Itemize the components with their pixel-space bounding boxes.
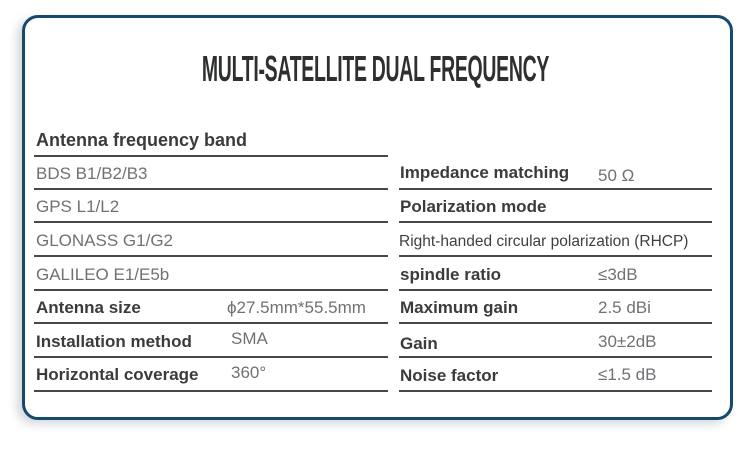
row-divider [399, 322, 712, 324]
row-band-glonass: GLONASS G1/G2 [36, 231, 173, 250]
label-impedance-matching: Impedance matching [400, 163, 570, 182]
label-maximum-gain: Maximum gain [400, 298, 519, 317]
row-divider [34, 188, 388, 190]
row-band-bds: BDS B1/B2/B3 [36, 164, 148, 183]
value-gain: 30±2dB [598, 332, 657, 351]
value-maximum-gain: 2.5 dBi [598, 298, 651, 317]
title-container: MULTI-SATELLITE DUAL FREQUENCY [0, 51, 750, 87]
value-noise-factor: ≤1.5 dB [598, 365, 657, 384]
row-divider [399, 255, 712, 257]
value-installation-method: SMA [231, 329, 268, 348]
row-divider [399, 356, 712, 358]
row-divider [399, 289, 712, 291]
row-divider [34, 390, 388, 392]
row-divider [399, 221, 712, 223]
value-horizontal-coverage: 360° [231, 363, 267, 382]
row-divider [34, 356, 388, 358]
label-horizontal-coverage: Horizontal coverage [36, 365, 199, 384]
value-impedance-matching: 50 Ω [598, 166, 635, 185]
value-antenna-size: ϕ27.5mm*55.5mm [227, 298, 366, 317]
row-divider [34, 155, 388, 157]
row-divider [34, 221, 388, 223]
row-band-galileo: GALILEO E1/E5b [36, 265, 170, 284]
row-divider [399, 390, 712, 392]
label-polarization-mode: Polarization mode [400, 197, 547, 216]
label-noise-factor: Noise factor [400, 366, 499, 385]
label-spindle-ratio: spindle ratio [400, 265, 502, 284]
value-spindle-ratio: ≤3dB [598, 265, 638, 284]
spec-card [22, 15, 733, 420]
row-divider [34, 255, 388, 257]
row-divider [34, 322, 388, 324]
row-band-gps: GPS L1/L2 [36, 197, 120, 216]
row-divider [399, 188, 712, 190]
label-gain: Gain [400, 334, 438, 353]
section-header-antenna-frequency-band: Antenna frequency band [36, 130, 248, 150]
label-installation-method: Installation method [36, 332, 192, 351]
row-divider [34, 289, 388, 291]
page-title: MULTI-SATELLITE DUAL FREQUENCY [201, 48, 549, 89]
value-polarization-mode: Right-handed circular polarization (RHCP… [399, 233, 689, 250]
label-antenna-size: Antenna size [36, 298, 141, 317]
